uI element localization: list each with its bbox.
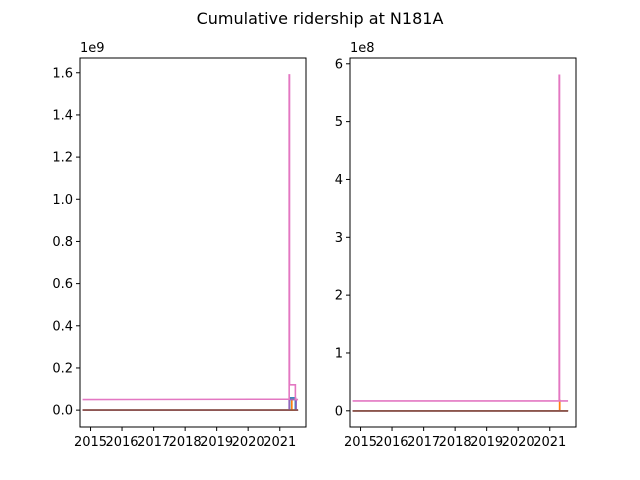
left-x-tick-label: 2016 [105, 435, 138, 450]
right-y-tick-label: 3 [335, 231, 343, 246]
right-x-tick-label: 2016 [375, 435, 408, 450]
left-y-tick-label: 1.0 [52, 193, 73, 208]
right-x-tick-label: 2021 [533, 435, 566, 450]
right-y-tick-label: 5 [335, 115, 343, 130]
right-y-tick-label: 2 [335, 289, 343, 304]
left-y-tick-label: 0.8 [52, 235, 73, 250]
right-x-tick-label: 2020 [502, 435, 535, 450]
left-series-line-7 [82, 74, 299, 401]
left-y-tick-label: 0.6 [52, 277, 73, 292]
left-y-offset-label: 1e9 [80, 41, 105, 56]
left-series-line-2 [82, 398, 299, 411]
left-x-tick-label: 2018 [169, 435, 202, 450]
left-series-group [82, 74, 299, 411]
right-x-tick-label: 2019 [470, 435, 503, 450]
left-y-tick-label: 0.2 [52, 361, 73, 376]
right-y-tick-label: 4 [335, 173, 343, 188]
left-subplot: 1e9 0.00.20.40.60.81.01.21.41.6201520162… [52, 41, 307, 450]
left-series-line-5 [82, 398, 299, 411]
left-x-tick-label: 2020 [232, 435, 265, 450]
right-x-tick-label: 2018 [439, 435, 472, 450]
right-series-group [352, 74, 569, 412]
right-y-tick-label: 6 [335, 57, 343, 72]
right-series-line-2 [352, 399, 569, 412]
left-plot-area: 0.00.20.40.60.81.01.21.41.62015201620172… [52, 57, 307, 450]
left-x-tick-label: 2017 [137, 435, 170, 450]
left-y-tick-label: 0.4 [52, 319, 73, 334]
right-y-tick-label: 0 [335, 404, 343, 419]
left-y-tick-label: 1.4 [52, 108, 73, 123]
right-series-line-7 [352, 74, 569, 402]
left-y-tick-label: 0.0 [52, 404, 73, 419]
right-x-tick-label: 2017 [407, 435, 440, 450]
figure-suptitle: Cumulative ridership at N181A [197, 9, 444, 28]
left-x-tick-label: 2021 [263, 435, 296, 450]
left-axes-frame [79, 57, 307, 428]
left-x-tick-label: 2015 [74, 435, 107, 450]
left-y-tick-label: 1.6 [52, 66, 73, 81]
left-x-tick-label: 2019 [200, 435, 233, 450]
right-x-tick-label: 2015 [344, 435, 377, 450]
right-axes-frame [349, 57, 577, 428]
right-y-tick-label: 1 [335, 346, 343, 361]
left-y-tick-label: 1.2 [52, 151, 73, 166]
right-y-offset-label: 1e8 [350, 41, 375, 56]
